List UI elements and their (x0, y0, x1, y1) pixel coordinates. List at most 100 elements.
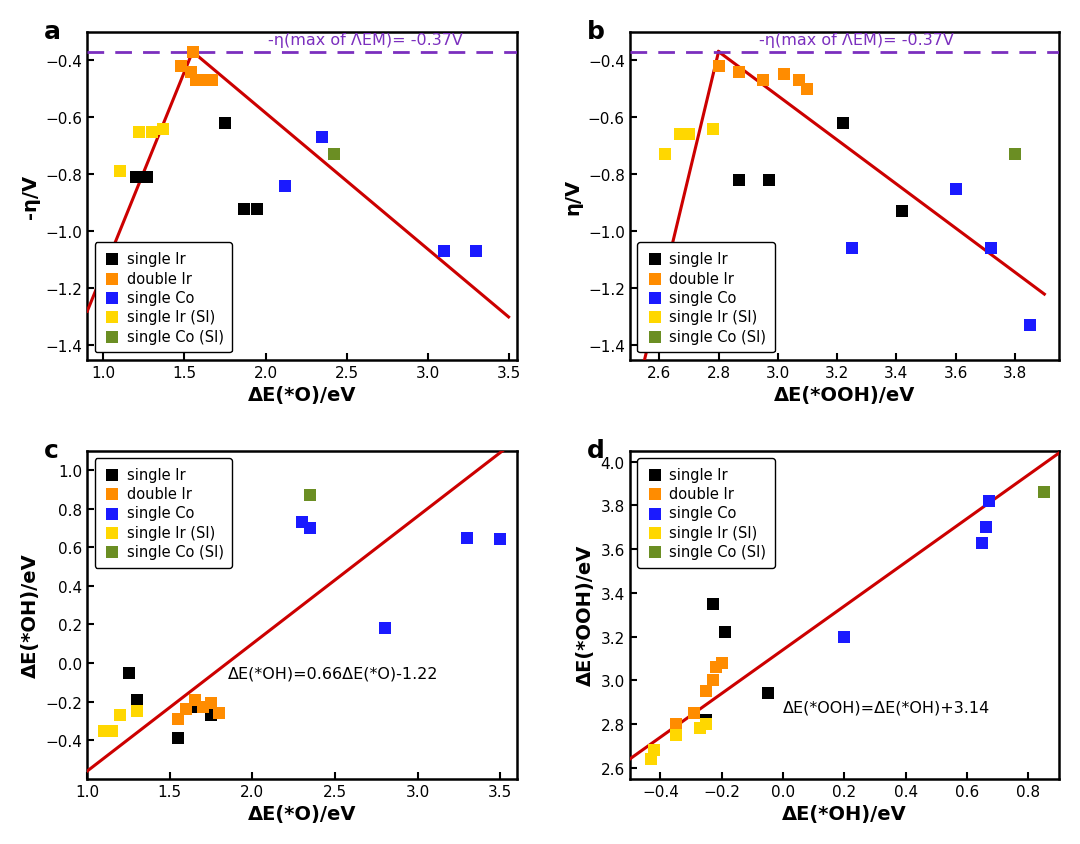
double Ir (211, 706, 228, 720)
single Co (974, 536, 991, 549)
double Ir (686, 706, 703, 720)
Y-axis label: ΔE(*OOH)/eV: ΔE(*OOH)/eV (576, 544, 595, 685)
Text: a: a (44, 19, 62, 44)
single Ir (SI) (646, 744, 663, 757)
single Ir (202, 708, 219, 722)
Text: -η(max of ΛEM)= -0.37V: -η(max of ΛEM)= -0.37V (268, 33, 462, 48)
single Co (977, 521, 995, 534)
Text: d: d (586, 438, 605, 462)
single Ir (SI) (667, 728, 685, 742)
single Ir (716, 625, 733, 639)
single Ir (216, 117, 233, 131)
single Co (SI) (1036, 486, 1053, 500)
double Ir (178, 703, 195, 717)
double Ir (698, 684, 715, 698)
X-axis label: ΔE(*OOH)/eV: ΔE(*OOH)/eV (773, 386, 915, 404)
double Ir (710, 60, 727, 73)
single Co (491, 533, 509, 547)
double Ir (186, 693, 203, 706)
single Co (980, 495, 997, 508)
Y-axis label: η/V: η/V (564, 178, 582, 214)
single Co (301, 522, 319, 535)
single Ir (SI) (657, 149, 674, 162)
single Ir (SI) (95, 724, 112, 738)
single Ir (835, 117, 852, 131)
Text: b: b (586, 19, 605, 44)
single Co (313, 132, 330, 145)
double Ir (202, 697, 219, 711)
single Co (836, 630, 853, 644)
single Ir (893, 205, 910, 219)
single Ir (SI) (704, 122, 721, 136)
double Ir (707, 661, 725, 674)
double Ir (799, 83, 816, 96)
single Ir (SI) (111, 708, 129, 722)
double Ir (754, 74, 771, 88)
double Ir (667, 717, 685, 731)
single Co (468, 246, 485, 259)
double Ir (203, 74, 220, 88)
X-axis label: ΔE(*O)/eV: ΔE(*O)/eV (247, 386, 356, 404)
single Ir (704, 598, 721, 611)
single Ir (SI) (672, 128, 689, 142)
Text: -η(max of ΛEM)= -0.37V: -η(max of ΛEM)= -0.37V (758, 33, 954, 48)
double Ir (704, 674, 721, 687)
single Co (435, 246, 453, 259)
Legend: single Ir, double Ir, single Co, single Ir (SI), single Co (SI): single Ir, double Ir, single Co, single … (637, 243, 774, 353)
single Ir (759, 687, 777, 701)
double Ir (173, 60, 190, 73)
single Ir (SI) (698, 717, 715, 731)
single Ir (SI) (680, 128, 698, 142)
X-axis label: ΔE(*O)/eV: ΔE(*O)/eV (247, 804, 356, 823)
single Ir (SI) (129, 705, 146, 718)
Legend: single Ir, double Ir, single Co, single Ir (SI), single Co (SI): single Ir, double Ir, single Co, single … (95, 243, 232, 353)
single Co (SI) (325, 149, 342, 162)
single Ir (235, 203, 253, 216)
single Ir (691, 554, 708, 567)
single Co (294, 516, 311, 529)
double Ir (184, 46, 201, 59)
single Ir (698, 713, 715, 727)
single Ir (SI) (691, 722, 708, 735)
single Co (SI) (301, 489, 319, 502)
single Co (947, 182, 964, 196)
single Ir (SI) (104, 724, 121, 738)
single Co (SI) (1007, 149, 1024, 162)
single Ir (129, 693, 146, 706)
single Ir (SI) (144, 126, 161, 139)
single Ir (248, 203, 266, 216)
Y-axis label: -η/V: -η/V (21, 175, 40, 219)
double Ir (713, 657, 730, 670)
single Ir (120, 666, 137, 679)
Legend: single Ir, double Ir, single Co, single Ir (SI), single Co (SI): single Ir, double Ir, single Co, single … (95, 458, 232, 568)
double Ir (197, 74, 214, 88)
Text: ΔE(*OH)=0.66ΔE(*O)-1.22: ΔE(*OH)=0.66ΔE(*O)-1.22 (228, 665, 438, 680)
Legend: single Ir, double Ir, single Co, single Ir (SI), single Co (SI): single Ir, double Ir, single Co, single … (637, 458, 774, 568)
double Ir (183, 66, 200, 79)
single Co (983, 242, 1000, 256)
single Ir (127, 171, 145, 185)
single Ir (138, 171, 156, 185)
X-axis label: ΔE(*OH)/eV: ΔE(*OH)/eV (782, 804, 907, 823)
single Ir (170, 732, 187, 745)
single Ir (SI) (643, 752, 660, 766)
Y-axis label: ΔE(*OH)/eV: ΔE(*OH)/eV (21, 553, 40, 677)
single Ir (186, 701, 203, 714)
single Co (376, 622, 393, 636)
Text: ΔE(*OOH)=ΔE(*OH)+3.14: ΔE(*OOH)=ΔE(*OH)+3.14 (783, 699, 990, 714)
single Co (843, 242, 861, 256)
single Ir (SI) (111, 165, 129, 179)
double Ir (170, 712, 187, 726)
single Co (276, 180, 294, 193)
double Ir (775, 68, 793, 82)
single Co (1021, 319, 1038, 333)
single Co (459, 531, 476, 544)
Text: c: c (44, 438, 59, 462)
double Ir (187, 74, 204, 88)
single Ir (SI) (131, 126, 148, 139)
double Ir (789, 74, 807, 88)
double Ir (194, 701, 212, 714)
single Ir (SI) (154, 122, 172, 136)
single Ir (731, 174, 748, 187)
double Ir (731, 66, 748, 79)
